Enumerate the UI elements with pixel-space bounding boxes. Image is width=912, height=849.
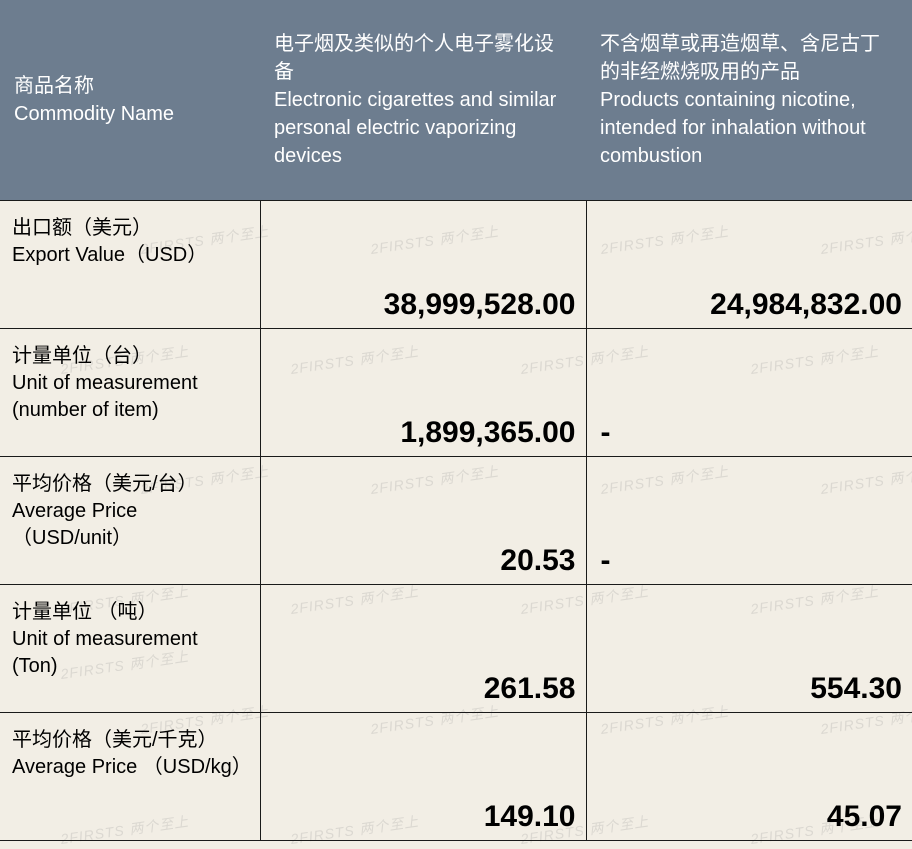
row-label-cn: 计量单位（台） [12, 343, 248, 370]
header-col1-cn: 商品名称 [14, 72, 246, 100]
row-label-cn: 平均价格（美元/千克） [12, 727, 248, 754]
header-col1-en: Commodity Name [14, 100, 246, 128]
header-col2-en: Electronic cigarettes and similar person… [274, 86, 572, 170]
header-nicotine-products: 不含烟草或再造烟草、含尼古丁的非经燃烧吸用的产品 Products contai… [586, 0, 912, 201]
header-commodity-name: 商品名称 Commodity Name [0, 0, 260, 201]
row-label-en: Average Price （USD/kg） [12, 754, 248, 781]
row-label-en: Unit of measurement (number of item) [12, 370, 248, 424]
header-col2-cn: 电子烟及类似的个人电子雾化设备 [274, 30, 572, 86]
table-row: 平均价格（美元/千克） Average Price （USD/kg） 149.1… [0, 713, 912, 841]
row-label: 出口额（美元） Export Value（USD） [0, 201, 260, 329]
row-label: 平均价格（美元/千克） Average Price （USD/kg） [0, 713, 260, 841]
header-ecig-devices: 电子烟及类似的个人电子雾化设备 Electronic cigarettes an… [260, 0, 586, 201]
row-value-col3: 24,984,832.00 [586, 201, 912, 329]
row-value-col2: 1,899,365.00 [260, 329, 586, 457]
row-label: 计量单位（台） Unit of measurement (number of i… [0, 329, 260, 457]
row-value-col2: 20.53 [260, 457, 586, 585]
row-label: 平均价格（美元/台） Average Price （USD/unit） [0, 457, 260, 585]
table-header-row: 商品名称 Commodity Name 电子烟及类似的个人电子雾化设备 Elec… [0, 0, 912, 201]
row-label-cn: 平均价格（美元/台） [12, 471, 248, 498]
table-row: 计量单位 （吨） Unit of measurement (Ton) 261.5… [0, 585, 912, 713]
table-row: 平均价格（美元/台） Average Price （USD/unit） 20.5… [0, 457, 912, 585]
row-label-en: Export Value（USD） [12, 242, 248, 269]
table-row: 计量单位（台） Unit of measurement (number of i… [0, 329, 912, 457]
row-label-cn: 计量单位 （吨） [12, 599, 248, 626]
table-row: 出口额（美元） Export Value（USD） 38,999,528.00 … [0, 201, 912, 329]
row-label-en: Average Price （USD/unit） [12, 498, 248, 552]
row-value-col3: - [586, 457, 912, 585]
export-data-table: 商品名称 Commodity Name 电子烟及类似的个人电子雾化设备 Elec… [0, 0, 912, 841]
row-label-en: Unit of measurement (Ton) [12, 626, 248, 680]
row-value-col2: 38,999,528.00 [260, 201, 586, 329]
row-value-col3: - [586, 329, 912, 457]
header-col3-en: Products containing nicotine, intended f… [600, 86, 898, 170]
row-value-col2: 149.10 [260, 713, 586, 841]
row-value-col2: 261.58 [260, 585, 586, 713]
header-col3-cn: 不含烟草或再造烟草、含尼古丁的非经燃烧吸用的产品 [600, 30, 898, 86]
row-value-col3: 45.07 [586, 713, 912, 841]
row-label-cn: 出口额（美元） [12, 215, 248, 242]
row-label: 计量单位 （吨） Unit of measurement (Ton) [0, 585, 260, 713]
row-value-col3: 554.30 [586, 585, 912, 713]
